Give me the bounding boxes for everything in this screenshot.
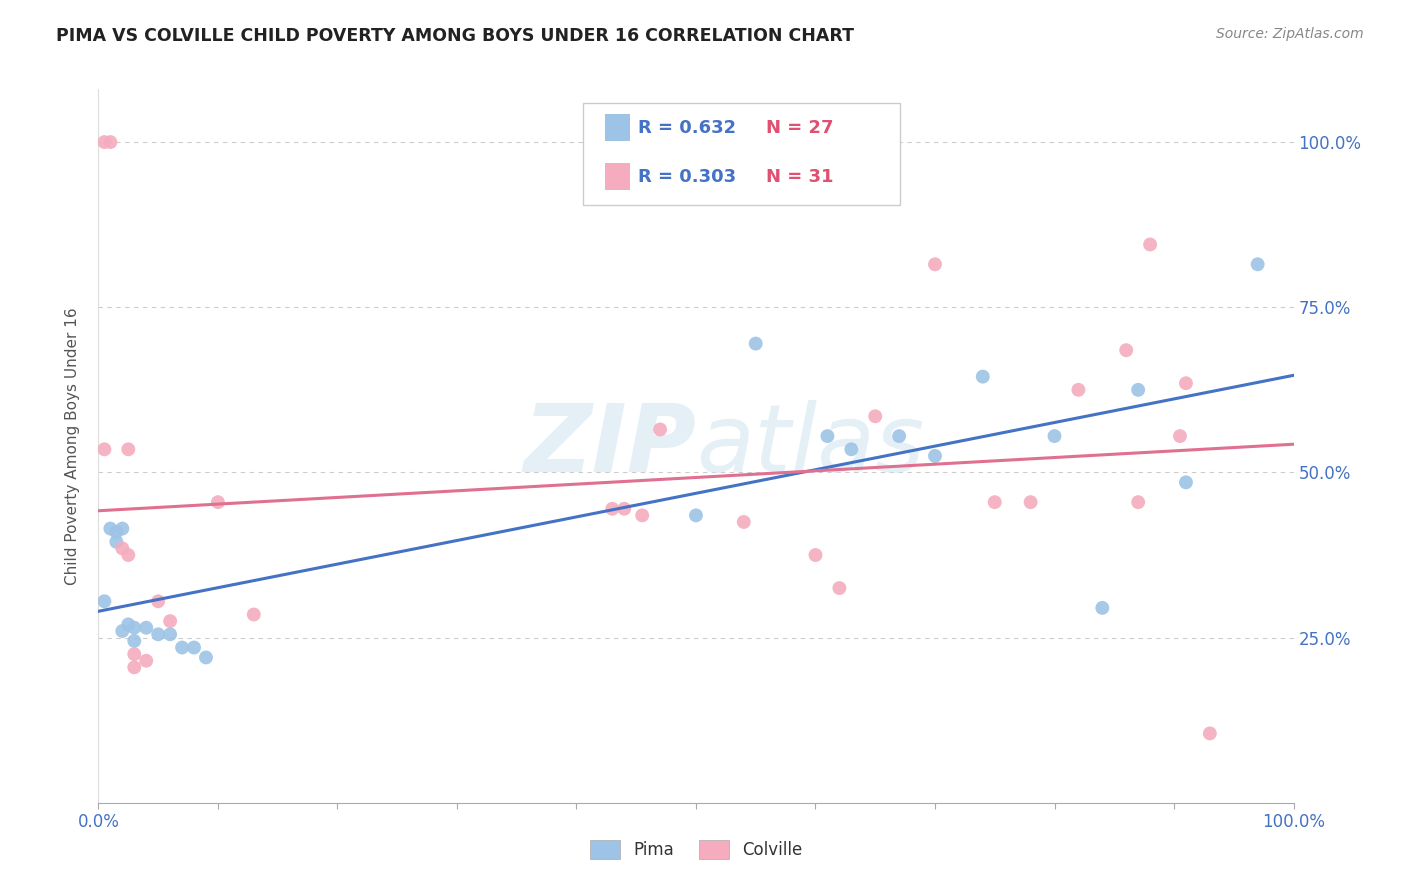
Point — [105, 534, 128, 549]
Point — [93, 442, 115, 457]
Point — [1247, 257, 1270, 271]
Text: ZIP: ZIP — [523, 400, 696, 492]
Point — [1199, 726, 1222, 740]
Point — [1115, 343, 1137, 358]
Point — [804, 548, 827, 562]
Point — [613, 501, 636, 516]
Point — [159, 627, 181, 641]
Point — [1175, 376, 1198, 391]
Point — [1128, 383, 1150, 397]
Point — [135, 621, 157, 635]
Point — [124, 647, 146, 661]
Point — [98, 522, 122, 536]
Point — [148, 594, 170, 608]
Point — [124, 634, 146, 648]
Point — [1139, 237, 1161, 252]
Point — [195, 650, 218, 665]
Point — [111, 624, 134, 638]
Point — [117, 442, 139, 457]
Point — [733, 515, 755, 529]
Point — [1067, 383, 1090, 397]
Point — [111, 541, 134, 556]
Point — [111, 522, 134, 536]
Point — [148, 627, 170, 641]
Point — [93, 594, 115, 608]
Point — [1019, 495, 1042, 509]
Point — [1168, 429, 1191, 443]
Text: R = 0.632: R = 0.632 — [638, 119, 737, 136]
Text: Source: ZipAtlas.com: Source: ZipAtlas.com — [1216, 27, 1364, 41]
Point — [207, 495, 229, 509]
Point — [1043, 429, 1066, 443]
Text: N = 31: N = 31 — [766, 168, 834, 186]
Point — [135, 654, 157, 668]
Point — [1091, 600, 1114, 615]
Point — [828, 581, 851, 595]
Point — [1128, 495, 1150, 509]
Point — [972, 369, 994, 384]
Point — [984, 495, 1007, 509]
Point — [841, 442, 863, 457]
Point — [98, 135, 122, 149]
Point — [243, 607, 266, 622]
Point — [117, 617, 139, 632]
Point — [172, 640, 194, 655]
Point — [889, 429, 911, 443]
Text: N = 27: N = 27 — [766, 119, 834, 136]
Y-axis label: Child Poverty Among Boys Under 16: Child Poverty Among Boys Under 16 — [65, 307, 80, 585]
Point — [685, 508, 707, 523]
Point — [631, 508, 654, 523]
Point — [93, 135, 115, 149]
Legend: Pima, Colville: Pima, Colville — [583, 833, 808, 866]
Text: PIMA VS COLVILLE CHILD POVERTY AMONG BOYS UNDER 16 CORRELATION CHART: PIMA VS COLVILLE CHILD POVERTY AMONG BOY… — [56, 27, 855, 45]
Point — [183, 640, 205, 655]
Point — [105, 524, 128, 539]
Point — [1175, 475, 1198, 490]
Point — [924, 449, 946, 463]
Point — [159, 614, 181, 628]
Point — [648, 422, 672, 436]
Text: atlas: atlas — [696, 401, 924, 491]
Point — [602, 501, 624, 516]
Point — [745, 336, 768, 351]
Text: R = 0.303: R = 0.303 — [638, 168, 737, 186]
Point — [865, 409, 887, 424]
Point — [117, 548, 139, 562]
Point — [815, 429, 838, 443]
Point — [124, 621, 146, 635]
Point — [924, 257, 946, 271]
Point — [124, 660, 146, 674]
